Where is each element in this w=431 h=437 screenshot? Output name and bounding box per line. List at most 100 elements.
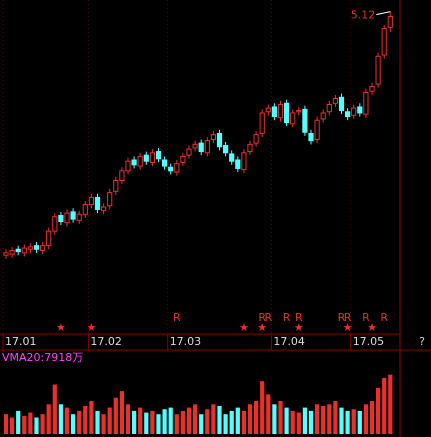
volume-bar — [223, 414, 228, 434]
volume-bar — [22, 415, 27, 434]
candle-body — [82, 204, 88, 215]
candle-body — [308, 132, 314, 142]
x-tick-label: 17.04 — [273, 335, 305, 348]
volume-bar — [357, 410, 362, 434]
volume-bar — [113, 397, 118, 434]
candle-body — [253, 134, 259, 144]
volume-bar — [272, 404, 277, 434]
volume-bar — [278, 401, 283, 434]
r-signal: R — [338, 311, 346, 324]
candle-body — [290, 112, 296, 125]
volume-bar — [58, 404, 63, 434]
volume-bar — [339, 407, 344, 434]
star-signal: ★ — [367, 321, 377, 334]
candle-body — [363, 91, 369, 115]
candle-body — [88, 196, 95, 206]
r-signal: R — [344, 311, 352, 324]
candle-body — [241, 152, 247, 171]
candle-body — [101, 206, 107, 212]
candle-body — [381, 28, 387, 56]
high-label: 5.12 — [351, 9, 376, 22]
r-signal: R — [283, 311, 291, 324]
candle-body — [107, 192, 113, 207]
candle-body — [131, 159, 137, 166]
volume-bar — [52, 384, 57, 434]
candle-body — [3, 252, 9, 256]
candle-body — [338, 96, 345, 112]
volume-bar — [71, 414, 76, 434]
candle-body — [259, 112, 265, 134]
star-signal: ★ — [257, 321, 267, 334]
candle-body — [113, 180, 119, 192]
candle-body — [143, 154, 149, 162]
candle-body — [46, 230, 52, 247]
volume-bar — [132, 410, 137, 434]
candle-body — [296, 110, 302, 113]
star-signal: ★ — [239, 321, 249, 334]
volume-bar — [199, 414, 204, 434]
volume-bar — [3, 414, 9, 434]
r-signal: R — [295, 311, 303, 324]
volume-bar — [254, 401, 259, 434]
candle-body — [125, 160, 131, 172]
candle-body — [155, 151, 162, 160]
candle-body — [15, 248, 21, 253]
candle-body — [198, 142, 204, 153]
volume-bar — [217, 405, 222, 434]
candle-body — [332, 97, 338, 104]
r-signal: R — [264, 311, 272, 324]
candle-body — [162, 159, 168, 167]
candle-body — [375, 55, 381, 85]
candle-body — [180, 155, 186, 163]
volume-bar — [156, 414, 161, 434]
volume-bar — [266, 394, 271, 434]
volume-bar — [327, 404, 332, 434]
candle-body — [302, 108, 308, 133]
candle-body — [58, 214, 64, 223]
volume-bar — [345, 410, 350, 434]
volume-bar — [229, 410, 234, 434]
candle-body — [210, 134, 217, 140]
volume-bar — [308, 410, 314, 434]
volume-bar — [16, 410, 21, 434]
volume-bar — [95, 410, 100, 434]
candle-body — [351, 107, 357, 116]
help-button[interactable]: ? — [419, 335, 425, 348]
volume-bar — [83, 405, 88, 434]
candle-body — [357, 106, 363, 114]
volume-bar — [321, 405, 326, 434]
volume-bar — [138, 407, 143, 434]
r-signal: R — [362, 311, 370, 324]
volume-bar — [363, 404, 368, 434]
volume-bar — [64, 407, 70, 434]
candle-body — [21, 247, 27, 254]
volume-bar — [241, 410, 246, 434]
volume-bar — [388, 374, 393, 434]
volume-bar — [46, 404, 51, 434]
candle-body — [223, 145, 229, 154]
candle-body — [33, 245, 40, 250]
volume-bar — [193, 404, 198, 434]
volume-bar — [40, 414, 45, 434]
volume-bar — [119, 391, 124, 434]
volume-bar — [34, 417, 39, 434]
candle-body — [326, 104, 332, 113]
candle-body — [27, 246, 33, 250]
star-signal: ★ — [56, 321, 66, 334]
candle-body — [229, 153, 235, 162]
candle-body — [204, 140, 210, 154]
candle-body — [168, 166, 174, 172]
volume-bar — [235, 407, 240, 434]
volume-bar — [77, 410, 82, 434]
candle-body — [216, 132, 223, 148]
candle-body — [235, 159, 241, 169]
candle-body — [247, 143, 253, 153]
candle-body — [284, 102, 290, 124]
star-signal: ★ — [86, 321, 96, 334]
volume-bar — [150, 410, 155, 434]
candle-body — [149, 152, 156, 163]
candle-body — [277, 104, 284, 119]
volume-bar — [211, 404, 216, 434]
r-signal: R — [258, 311, 266, 324]
candle-body — [40, 245, 46, 251]
